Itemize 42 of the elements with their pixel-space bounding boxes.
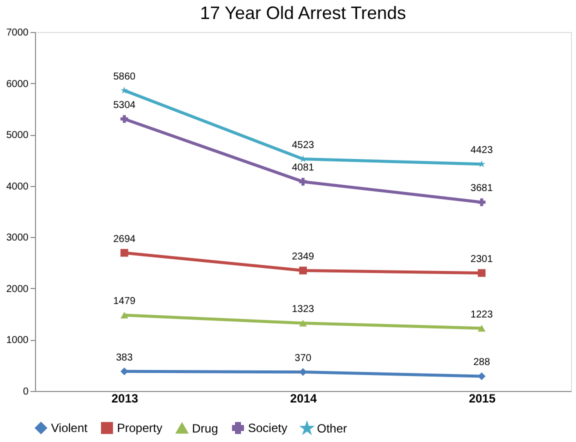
chart-title: 17 Year Old Arrest Trends [200,3,406,23]
data-label: 1479 [113,296,136,308]
legend-label: Drug [192,421,218,436]
data-label: 383 [116,352,134,364]
point [299,178,307,186]
data-label: 5304 [113,100,136,111]
data-label: 2349 [292,252,315,263]
x-tick-label: 2014 [290,392,318,406]
legend-label: Property [117,421,162,435]
point [478,198,486,206]
y-tick-label: 0 [22,386,29,398]
y-tick-label: 4000 [6,181,29,192]
data-label: 5860 [113,71,136,82]
data-label: 4423 [470,145,494,156]
y-tick-label: 1000 [6,335,29,346]
data-label: 370 [294,353,312,364]
y-tick-label: 3000 [6,232,29,244]
data-label: 2301 [470,254,494,265]
y-tick-label: 5000 [6,130,29,142]
data-label: 4081 [292,162,315,174]
point [120,248,128,257]
data-label: 288 [473,357,490,368]
x-tick-label: 2013 [111,392,139,406]
data-label: 4523 [292,140,315,152]
point [120,86,128,94]
data-label: 3681 [470,183,494,194]
y-tick-label: 6000 [6,78,29,90]
point [299,266,307,274]
legend-label: Society [248,421,288,435]
point [120,312,128,318]
data-label: 1323 [292,304,315,316]
point [478,269,486,277]
y-tick-label: 7000 [6,28,29,38]
legend-label: Violent [51,421,88,435]
y-tick-label: 2000 [6,284,29,295]
point [299,320,307,327]
x-tick-label: 2015 [468,392,496,406]
point [120,115,128,123]
legend-label: Other [317,421,348,436]
data-label: 1223 [470,309,494,320]
point [478,324,486,332]
data-label: 2694 [113,234,136,245]
